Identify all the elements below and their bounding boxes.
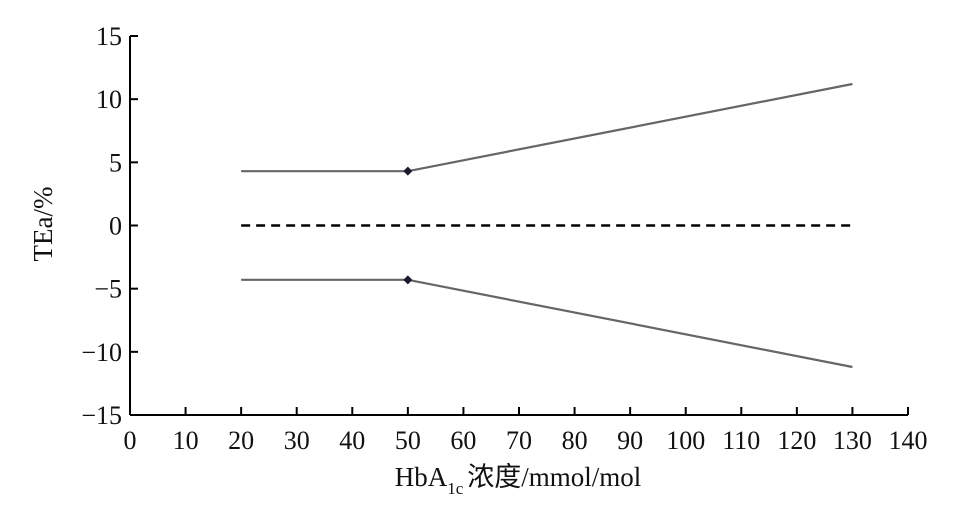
series-group [241, 82, 853, 369]
series-marker-2 [403, 275, 413, 285]
series-line-1 [241, 82, 853, 173]
series-marker-1 [403, 166, 413, 176]
x-tick-label: 140 [889, 426, 928, 455]
x-axis-label-main: HbA [395, 462, 448, 492]
x-tick-label: 120 [777, 426, 816, 455]
x-axis-label: HbA1c 浓度/mmol/mol [395, 462, 642, 498]
x-tick-label: 100 [666, 426, 705, 455]
x-tick-label: 130 [833, 426, 872, 455]
ticks: 0 10 20 30 40 50 60 70 80 90 100 110 120 130 140151050… [81, 22, 927, 455]
markers-group [403, 166, 413, 285]
series-line-2 [241, 278, 853, 369]
y-tick-label: 5 [109, 148, 122, 177]
x-tick-label: 0 [124, 426, 137, 455]
x-tick-label: 30 [284, 426, 310, 455]
x-tick-label: 20 [228, 426, 254, 455]
x-axis-label-rest: 浓度/mmol/mol [467, 462, 641, 492]
y-tick-label: −5 [94, 275, 122, 304]
y-tick-label: 0 [109, 212, 122, 241]
x-tick-label: 70 [506, 426, 532, 455]
y-tick-label: −15 [81, 401, 122, 430]
y-tick-label: 10 [96, 85, 122, 114]
x-axis-label-subscript: 1c [447, 479, 464, 498]
y-tick-label: −10 [81, 338, 122, 367]
y-axis-label: TEa/% [28, 187, 58, 262]
x-tick-label: 50 [395, 426, 421, 455]
x-tick-label: 40 [339, 426, 365, 455]
x-tick-label: 80 [562, 426, 588, 455]
x-tick-label: 10 [173, 426, 199, 455]
x-tick-label: 90 [617, 426, 643, 455]
y-tick-label: 15 [96, 22, 122, 51]
x-tick-label: 110 [722, 426, 760, 455]
x-tick-label: 60 [450, 426, 476, 455]
